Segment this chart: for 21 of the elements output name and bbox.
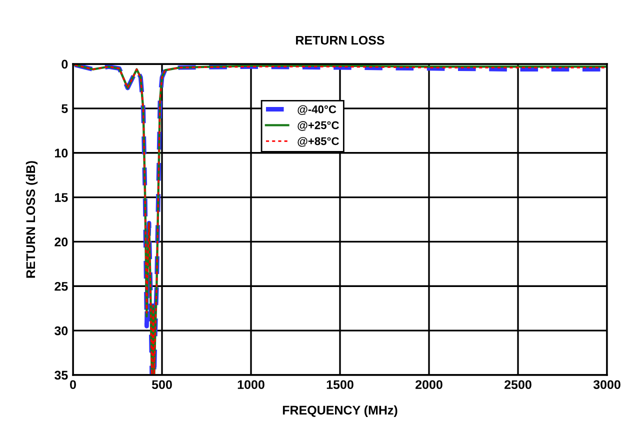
y-tick-label: 20 (54, 238, 68, 246)
x-tick-label: 2500 (504, 380, 532, 390)
x-tick-label: 3000 (593, 380, 620, 390)
y-tick-label: 10 (55, 148, 68, 158)
chart-title: RETURN LOSS (296, 36, 384, 45)
y-tick-label: 35 (54, 370, 68, 380)
y-tick-label: 30 (54, 326, 68, 336)
legend-label: @+85°C (298, 137, 339, 147)
legend-label: @-40°C (298, 105, 336, 115)
legend-label: @+25°C (298, 121, 339, 131)
x-tick-label: 1000 (238, 380, 264, 390)
y-tick-label: 0 (62, 60, 68, 69)
x-tick-label: 1500 (326, 380, 354, 390)
y-tick-label: 5 (62, 104, 68, 114)
y-tick-label: 25 (54, 282, 68, 291)
x-axis-title: FREQUENCY (MHz) (282, 405, 398, 418)
x-tick-label: 2000 (416, 380, 442, 390)
y-tick-label: 15 (55, 193, 68, 202)
y-axis-title: RETURN LOSS (dB) (26, 161, 38, 278)
x-tick-label: 0 (70, 380, 76, 390)
x-tick-label: 500 (152, 380, 172, 390)
